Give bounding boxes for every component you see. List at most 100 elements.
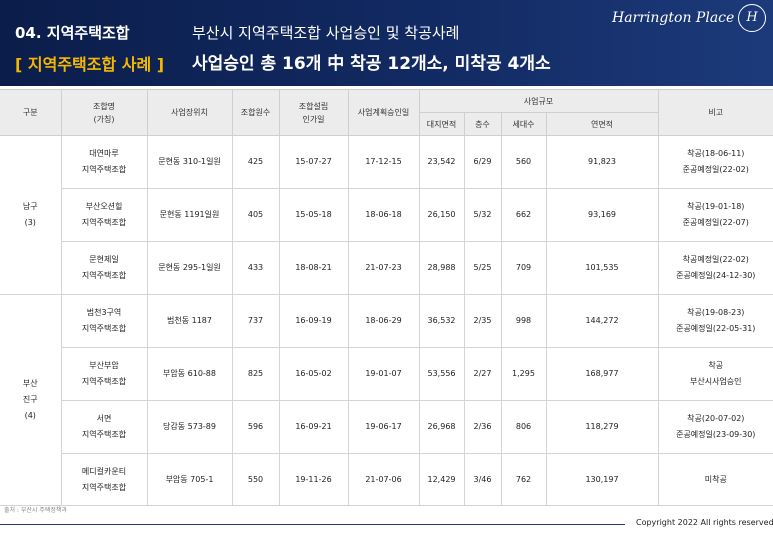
table-row: 부산 진구 (4) 범천3구역 지역주택조합 범천동 1187 737 16-09-1… [0, 294, 773, 506]
floors-cell: 2/27 [463, 347, 502, 401]
table-row: 메디컬카운티 지역주택조합 부암동 705-1 550 19-11-26 21-0… [0, 453, 773, 506]
header-setup-date: 조합설립 인가일 [278, 89, 349, 136]
floor-area-cell: 130,197 [545, 453, 659, 506]
location-cell: 문현동 295-1일원 [146, 241, 233, 295]
land-area-cell: 26,150 [418, 188, 465, 242]
union-name-cell: 문현제일 지역주택조합 [60, 241, 148, 295]
union-name-cell: 범천3구역 지역주택조합 [60, 294, 148, 348]
members-cell: 433 [231, 241, 280, 295]
remarks-cell: 착공(20-07-02) 준공예정일(23-09-30) [657, 400, 773, 454]
source-note: 출처 : 부산시 주택정책과 [4, 507, 67, 514]
approval-date-cell: 21-07-23 [347, 241, 420, 295]
table-row: 부산부암 지역주택조합 부암동 610-88 825 16-05-02 19-01… [0, 347, 773, 401]
location-cell: 당감동 573-89 [146, 400, 233, 454]
table-row: 문현제일 지역주택조합 문현동 295-1일원 433 18-08-21 21-0… [0, 241, 773, 295]
union-name-cell: 부산오션힐 지역주택조합 [60, 188, 148, 242]
floors-cell: 3/46 [463, 453, 502, 506]
location-cell: 문현동 1191일원 [146, 188, 233, 242]
section-subtitle: 부산시 지역주택조합 사업승인 및 착공사례 [192, 24, 460, 42]
union-name-cell: 부산부암 지역주택조합 [60, 347, 148, 401]
floors-cell: 2/35 [463, 294, 502, 348]
land-area-cell: 12,429 [418, 453, 465, 506]
floors-cell: 2/36 [463, 400, 502, 454]
members-cell: 596 [231, 400, 280, 454]
table-subheader-row: 대지면적 층수 세대수 연면적 [0, 112, 773, 136]
land-area-cell: 28,988 [418, 241, 465, 295]
header-floors: 층수 [463, 112, 502, 136]
header-banner: 04. 지역주택조합 부산시 지역주택조합 사업승인 및 착공사례 [ 지역주택… [0, 0, 773, 86]
members-cell: 550 [231, 453, 280, 506]
group-label-busanjin-gu: 부산 진구 (4) [0, 294, 62, 506]
section-title: 04. 지역주택조합 [15, 24, 130, 42]
members-cell: 405 [231, 188, 280, 242]
land-area-cell: 26,968 [418, 400, 465, 454]
setup-date-cell: 18-08-21 [278, 241, 349, 295]
setup-date-cell: 16-05-02 [278, 347, 349, 401]
location-cell: 부암동 610-88 [146, 347, 233, 401]
header-scale: 사업규모 [418, 89, 659, 113]
union-cases-table: 구분 조합명 (가칭) 사업장위치 조합원수 조합설립 인가일 사업계획승인일 사업… [0, 89, 773, 506]
floor-area-cell: 91,823 [545, 135, 659, 189]
header-land-area: 대지면적 [418, 112, 465, 136]
setup-date-cell: 15-05-18 [278, 188, 349, 242]
floors-cell: 6/29 [463, 135, 502, 189]
floors-cell: 5/32 [463, 188, 502, 242]
main-title-left: [ 지역주택조합 사례 ] [15, 55, 165, 74]
location-cell: 문현동 310-1일원 [146, 135, 233, 189]
approval-date-cell: 19-01-07 [347, 347, 420, 401]
setup-date-cell: 19-11-26 [278, 453, 349, 506]
brand-logo-emblem: H [738, 4, 766, 32]
header-plan-approval: 사업계획승인일 [347, 89, 420, 136]
setup-date-cell: 16-09-21 [278, 400, 349, 454]
floor-area-cell: 168,977 [545, 347, 659, 401]
footer-divider [0, 524, 625, 525]
members-cell: 737 [231, 294, 280, 348]
table-row: 남구 (3) 대연마루 지역주택조합 문현동 310-1일원 425 15-07-2… [0, 135, 773, 295]
approval-date-cell: 21-07-06 [347, 453, 420, 506]
remarks-cell: 착공(18-06-11) 준공예정일(22-02) [657, 135, 773, 189]
header-location: 사업장위치 [146, 89, 233, 136]
households-cell: 560 [500, 135, 547, 189]
table-row: 서면 지역주택조합 당감동 573-89 596 16-09-21 19-06-1… [0, 400, 773, 454]
land-area-cell: 36,532 [418, 294, 465, 348]
union-name-cell: 서면 지역주택조합 [60, 400, 148, 454]
location-cell: 부암동 705-1 [146, 453, 233, 506]
union-name-cell: 메디컬카운티 지역주택조합 [60, 453, 148, 506]
households-cell: 806 [500, 400, 547, 454]
approval-date-cell: 18-06-29 [347, 294, 420, 348]
households-cell: 762 [500, 453, 547, 506]
floor-area-cell: 93,169 [545, 188, 659, 242]
copyright-text: Copyright 2022 All rights reserved [636, 518, 773, 527]
location-cell: 범천동 1187 [146, 294, 233, 348]
setup-date-cell: 15-07-27 [278, 135, 349, 189]
table-row: 부산오션힐 지역주택조합 문현동 1191일원 405 15-05-18 18-0… [0, 188, 773, 242]
members-cell: 425 [231, 135, 280, 189]
floor-area-cell: 144,272 [545, 294, 659, 348]
remarks-cell: 착공(19-01-18) 준공예정일(22-07) [657, 188, 773, 242]
floor-area-cell: 101,535 [545, 241, 659, 295]
remarks-cell: 착공 부산시사업승인 [657, 347, 773, 401]
approval-date-cell: 17-12-15 [347, 135, 420, 189]
header-members: 조합원수 [231, 89, 280, 136]
households-cell: 662 [500, 188, 547, 242]
table-header-row: 구분 조합명 (가칭) 사업장위치 조합원수 조합설립 인가일 사업계획승인일 사업… [0, 89, 773, 136]
approval-date-cell: 19-06-17 [347, 400, 420, 454]
header-remarks: 비고 [657, 89, 773, 136]
header-union-name: 조합명 (가칭) [60, 89, 148, 136]
remarks-cell: 미착공 [657, 453, 773, 506]
remarks-cell: 착공(19-08-23) 준공예정일(22-05-31) [657, 294, 773, 348]
main-title-right: 사업승인 총 16개 中 착공 12개소, 미착공 4개소 [192, 54, 551, 74]
approval-date-cell: 18-06-18 [347, 188, 420, 242]
land-area-cell: 53,556 [418, 347, 465, 401]
header-floor-area: 연면적 [545, 112, 659, 136]
households-cell: 1,295 [500, 347, 547, 401]
members-cell: 825 [231, 347, 280, 401]
remarks-cell: 착공예정일(22-02) 준공예정일(24-12-30) [657, 241, 773, 295]
header-households: 세대수 [500, 112, 547, 136]
union-name-cell: 대연마루 지역주택조합 [60, 135, 148, 189]
floors-cell: 5/25 [463, 241, 502, 295]
brand-logo-text: Harrington Place [612, 10, 735, 26]
floor-area-cell: 118,279 [545, 400, 659, 454]
setup-date-cell: 16-09-19 [278, 294, 349, 348]
households-cell: 998 [500, 294, 547, 348]
